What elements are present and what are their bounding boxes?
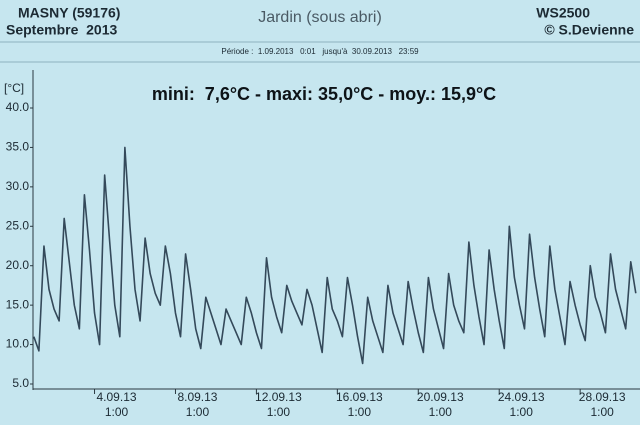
x-tick-label: 1:00 xyxy=(348,405,372,419)
x-tick-label: 1:00 xyxy=(267,405,291,419)
x-tick-label: 16.09.13 xyxy=(336,390,383,404)
x-tick-label: 8.09.13 xyxy=(177,390,217,404)
x-tick-label: 1:00 xyxy=(429,405,453,419)
y-tick-label: 25.0 xyxy=(6,218,30,232)
x-tick-label: 4.09.13 xyxy=(97,390,137,404)
month: Septembre 2013 xyxy=(6,22,117,38)
x-tick-label: 1:00 xyxy=(105,405,129,419)
x-tick-label: 1:00 xyxy=(186,405,210,419)
subtitle: Période : 1.09.2013 0:01 jusqu'à 30.09.2… xyxy=(221,47,419,56)
x-tick-label: 1:00 xyxy=(510,405,534,419)
temperature-line xyxy=(33,146,637,365)
x-tick-label: 20.09.13 xyxy=(417,390,464,404)
y-tick-label: 30.0 xyxy=(6,179,30,193)
x-tick-label: 24.09.13 xyxy=(498,390,545,404)
x-tick-label: 1:00 xyxy=(590,405,614,419)
y-tick-label: 5.0 xyxy=(12,376,29,390)
chart-title: Jardin (sous abri) xyxy=(258,9,382,26)
y-tick-label: 10.0 xyxy=(6,337,30,351)
y-tick-label: 20.0 xyxy=(6,258,30,272)
y-tick-label: 35.0 xyxy=(6,140,30,154)
annotation: mini: 7,6°C - maxi: 35,0°C - moy.: 15,9°… xyxy=(152,84,496,104)
x-tick-label: 28.09.13 xyxy=(579,390,626,404)
y-tick-label: 40.0 xyxy=(6,100,30,114)
x-tick-label: 12.09.13 xyxy=(255,390,302,404)
device: WS2500 xyxy=(536,5,590,21)
y-tick-label: 15.0 xyxy=(6,297,30,311)
y-axis-label: [°C] xyxy=(4,81,24,95)
author: © S.Devienne xyxy=(544,22,634,38)
station: MASNY (59176) xyxy=(18,5,120,21)
